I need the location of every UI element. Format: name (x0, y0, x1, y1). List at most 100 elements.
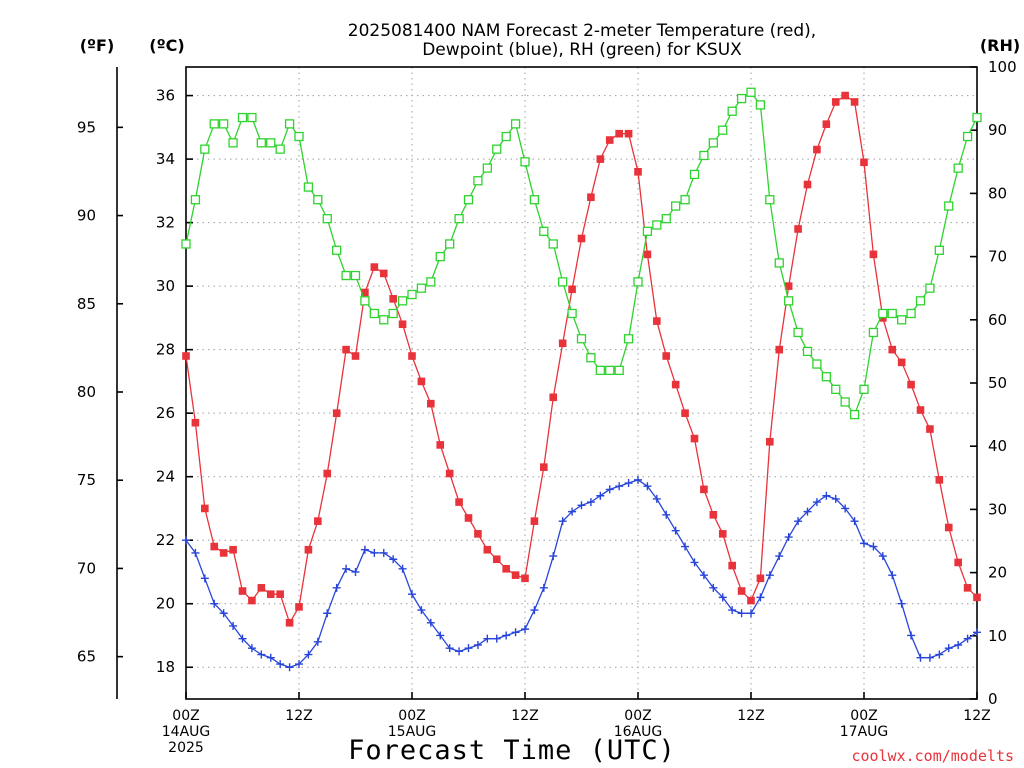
rh-point (915, 296, 926, 306)
dewpoint-point (699, 571, 708, 580)
rh-point (529, 195, 540, 205)
rh-point (510, 119, 521, 129)
dewpoint-series (182, 475, 981, 672)
rh-point (642, 226, 653, 236)
dewpoint-point (963, 634, 972, 643)
rh-point (369, 308, 379, 319)
temperature-series (182, 91, 981, 627)
rh-point (520, 157, 530, 167)
rh-point (661, 214, 671, 224)
celsius-tick-label: 18 (156, 658, 175, 676)
rh-point (181, 239, 191, 249)
temperature-point (389, 295, 397, 303)
temperature-point (502, 564, 510, 573)
temperature-point (417, 377, 426, 386)
temperature-point (342, 345, 350, 354)
rh-point (652, 220, 662, 230)
dewpoint-point (756, 593, 765, 602)
temperature-point (492, 555, 501, 564)
rh-tick-label: 100 (988, 58, 1017, 76)
x-tick-label: 00Z (398, 708, 425, 724)
x-tick-label: 17AUG (840, 724, 889, 740)
rh-point (680, 195, 690, 205)
temperature-point (671, 380, 680, 389)
rh-point (190, 195, 201, 205)
temperature-point (690, 434, 699, 443)
temperature-point (926, 425, 934, 433)
dewpoint-point (351, 567, 360, 576)
grid-lines (186, 67, 977, 699)
rh-tick-label: 80 (988, 184, 1007, 202)
rh-point (426, 277, 436, 287)
dewpoint-point (615, 482, 624, 491)
rh-point (576, 334, 587, 344)
rh-point (689, 169, 700, 180)
rh-point (548, 239, 558, 249)
dewpoint-point (332, 583, 341, 592)
dewpoint-point (925, 653, 934, 662)
dewpoint-point (389, 555, 398, 564)
dewpoint-point (775, 552, 784, 561)
temperature-point (474, 530, 482, 538)
rh-point (360, 296, 370, 306)
temperature-point (276, 590, 284, 598)
dewpoint-point (276, 660, 285, 669)
dewpoint-point (229, 621, 238, 630)
rh-point (492, 144, 502, 154)
rh-point (812, 359, 822, 369)
rh-point (718, 125, 728, 135)
celsius-tick-label: 30 (156, 277, 175, 295)
temperature-point (182, 352, 190, 360)
rh-point (482, 163, 492, 173)
dewpoint-point (784, 533, 793, 542)
temperature-point (295, 603, 303, 611)
dewpoint-point (323, 609, 332, 618)
rh-point (840, 397, 850, 407)
dewpoint-point (426, 618, 435, 627)
dewpoint-point (360, 545, 369, 554)
dewpoint-point (464, 644, 473, 653)
temperature-point (653, 317, 661, 325)
dewpoint-point (417, 606, 426, 615)
fahrenheit-tick-label: 80 (77, 383, 96, 401)
dewpoint-point (577, 501, 586, 510)
rh-point (934, 245, 944, 255)
temperature-point (888, 345, 897, 354)
temperature-point (605, 136, 614, 144)
dewpoint-point (342, 564, 351, 573)
rh-point (944, 201, 954, 211)
celsius-tick-label: 24 (156, 468, 175, 486)
temperature-point (944, 523, 953, 532)
temperature-point (530, 517, 539, 525)
chart-title-line-1: 2025081400 NAM Forecast 2-meter Temperat… (348, 21, 816, 41)
x-tick-label: 15AUG (388, 724, 437, 740)
dewpoint-point (445, 644, 454, 653)
dewpoint-point (652, 494, 661, 503)
dewpoint-point (596, 491, 605, 500)
rh-point (350, 270, 361, 281)
rh-point (586, 353, 596, 363)
dewpoint-point (219, 609, 228, 618)
rh-point (473, 176, 483, 186)
fahrenheit-tick-label: 85 (77, 295, 96, 313)
dewpoint-point (718, 593, 727, 602)
rh-point (831, 384, 841, 394)
rh-point (633, 277, 643, 287)
rh-point (539, 226, 549, 236)
rh-point (275, 144, 285, 154)
dewpoint-point (586, 498, 595, 507)
dewpoint-point (737, 609, 746, 618)
celsius-tick-label: 20 (156, 595, 175, 613)
rh-point (237, 112, 248, 123)
dewpoint-point (803, 507, 812, 516)
rh-point (407, 289, 417, 300)
dewpoint-point (549, 552, 558, 561)
temperature-point (897, 358, 906, 367)
temperature-point (973, 593, 981, 602)
dewpoint-point (191, 548, 200, 557)
x-tick-label: 12Z (963, 708, 990, 724)
rh-point (746, 87, 756, 97)
rh-point (435, 251, 445, 262)
chart-title-line-2: Dewpoint (blue), RH (green) for KSUX (422, 40, 742, 60)
